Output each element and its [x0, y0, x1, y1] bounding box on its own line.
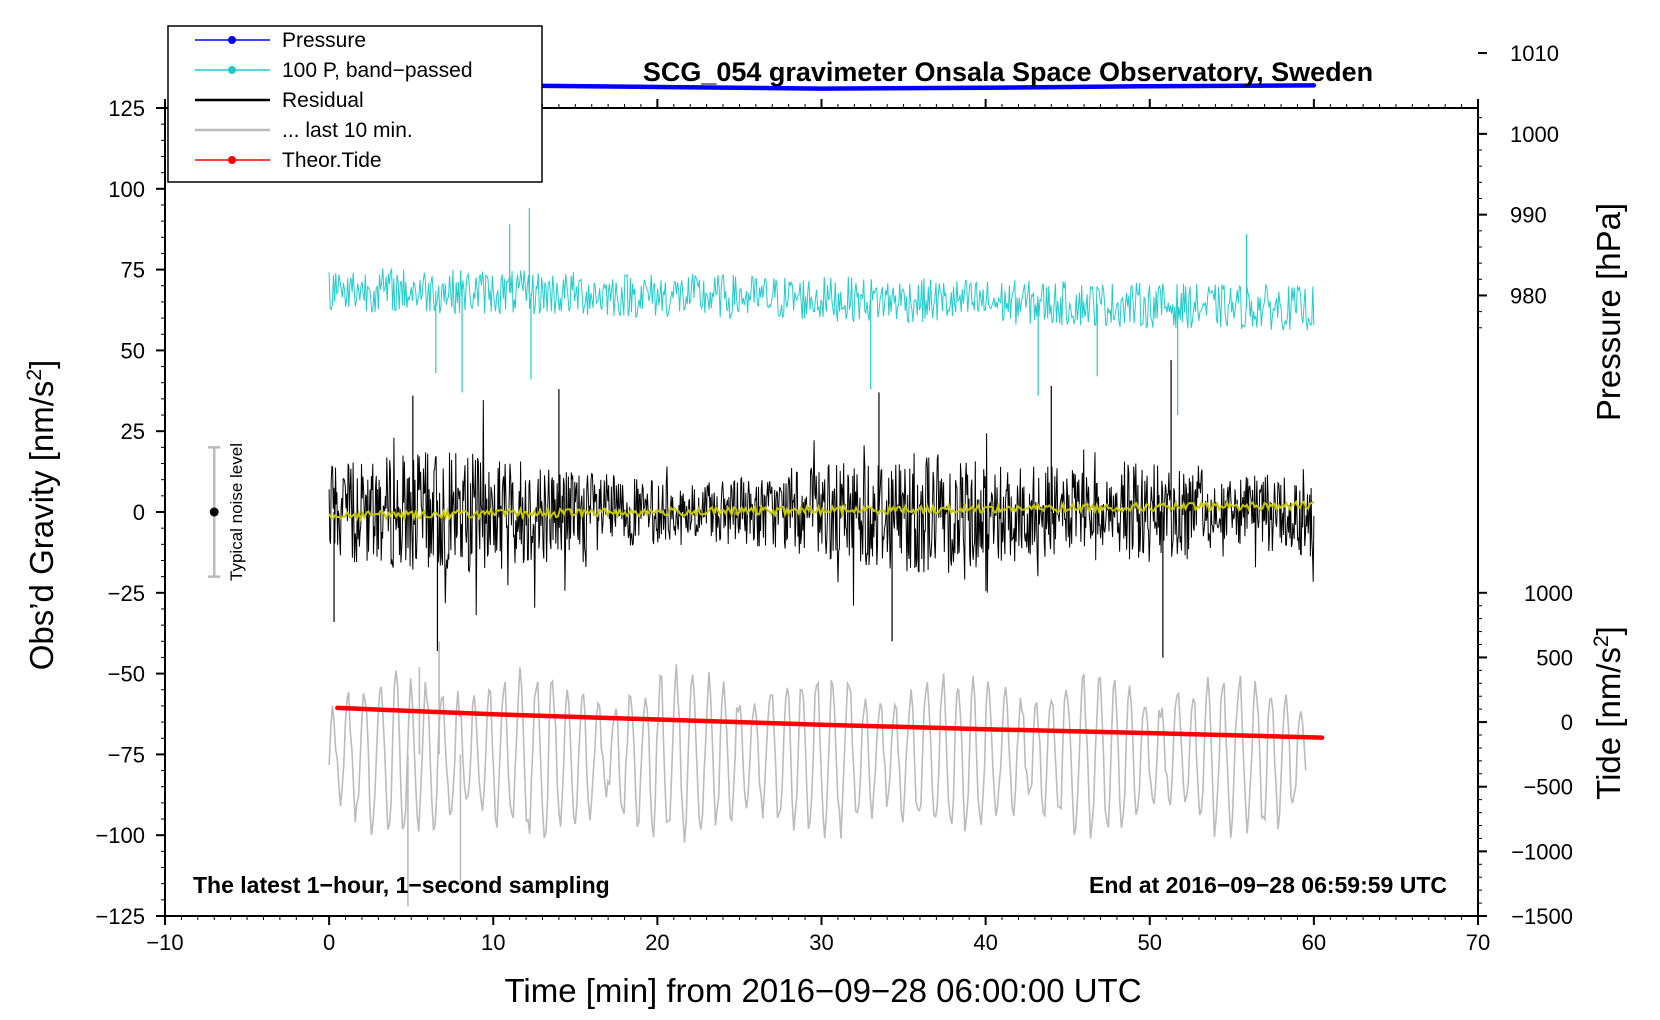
tide-axis-ticks: 1000 500 0 −500 −1000 −1500	[1478, 581, 1573, 929]
y-tick-label: 50	[121, 338, 145, 363]
y-axis-title-tide: Tide [nm/s2]	[1590, 626, 1627, 800]
x-axis-ticks: −10 0 10 20 30 40 50 60 70	[146, 99, 1490, 955]
series-residual-smoothed	[328, 499, 1315, 523]
pressure-tick-label: 1010	[1510, 41, 1559, 66]
y-axis-ticks: 125 100 75 50 25 0 −25 −50 −75 −100 −125	[95, 96, 165, 929]
x-tick-label: −10	[146, 930, 183, 955]
noise-level-label: Typical noise level	[227, 443, 246, 581]
x-tick-label: 20	[645, 930, 669, 955]
legend-marker-0	[228, 36, 236, 44]
y-tick-label: 100	[108, 177, 145, 202]
legend-marker-4	[228, 156, 236, 164]
y-tick-label: 25	[121, 419, 145, 444]
tide-tick-label: 0	[1561, 710, 1573, 735]
noise-bar-dot	[209, 507, 219, 517]
legend-label-2: Residual	[282, 89, 364, 112]
x-axis-title: Time [min] from 2016−09−28 06:00:00 UTC	[504, 972, 1141, 1009]
y-tick-label: 75	[121, 258, 145, 283]
chart-title: SCG_054 gravimeter Onsala Space Observat…	[643, 57, 1373, 87]
series-pressure-bandpassed	[328, 267, 1315, 331]
y-tick-label: −75	[108, 742, 145, 767]
legend-label-4: Theor.Tide	[282, 149, 382, 172]
legend: Pressure 100 P, band−passed Residual ... la…	[167, 25, 543, 183]
noise-level-indicator: Typical noise level	[208, 443, 246, 581]
series-theor-tide	[335, 705, 1325, 740]
tide-tick-label: 500	[1536, 645, 1573, 670]
legend-label-0: Pressure	[282, 29, 366, 52]
pressure-tick-label: 980	[1510, 283, 1547, 308]
legend-marker-1	[228, 66, 236, 74]
y-axis-title-pressure: Pressure [hPa]	[1590, 203, 1627, 421]
pressure-tick-label: 990	[1510, 203, 1547, 228]
tide-tick-label: 1000	[1524, 581, 1573, 606]
series-last-10-min	[328, 664, 1307, 843]
y-tick-label: −50	[108, 662, 145, 687]
pressure-tick-label: 1000	[1510, 122, 1559, 147]
x-tick-label: 10	[481, 930, 505, 955]
y-tick-label: 125	[108, 96, 145, 121]
legend-label-3: ... last 10 min.	[282, 119, 413, 142]
x-tick-label: 50	[1138, 930, 1162, 955]
x-tick-label: 0	[323, 930, 335, 955]
x-tick-label: 60	[1302, 930, 1326, 955]
x-tick-label: 30	[809, 930, 833, 955]
series-residual	[328, 399, 1315, 616]
tide-tick-label: −500	[1523, 775, 1573, 800]
y-tick-label: −100	[95, 823, 145, 848]
x-tick-label: 40	[973, 930, 997, 955]
y-tick-label: 0	[133, 500, 145, 525]
legend-label-1: 100 P, band−passed	[282, 59, 473, 82]
tide-tick-label: −1000	[1511, 839, 1573, 864]
annotation-sampling: The latest 1−hour, 1−second sampling	[193, 872, 610, 898]
legend-box	[167, 25, 543, 183]
pressure-axis-ticks: 1030102010101000990980	[1478, 41, 1559, 329]
tide-tick-label: −1500	[1511, 904, 1573, 929]
x-tick-label: 70	[1466, 930, 1490, 955]
y-axis-title-left: Obs’d Gravity [nm/s2]	[23, 360, 60, 671]
y-tick-label: −25	[108, 581, 145, 606]
y-tick-label: −125	[95, 904, 145, 929]
annotation-end-time: End at 2016−09−28 06:59:59 UTC	[1089, 872, 1447, 898]
